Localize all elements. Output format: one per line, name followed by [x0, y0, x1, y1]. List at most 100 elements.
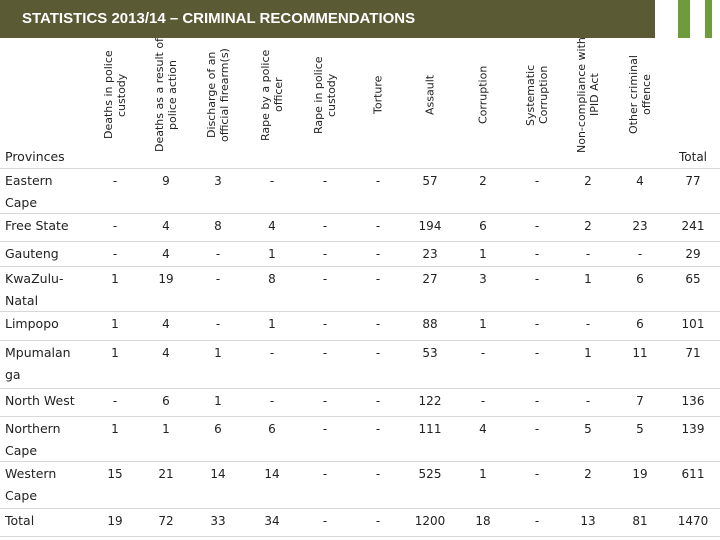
- cell: -: [322, 272, 328, 286]
- cell: -: [112, 174, 118, 188]
- cell: 1: [111, 272, 119, 286]
- cell: 1470: [677, 514, 709, 528]
- row-divider: [0, 416, 720, 417]
- cell: 101: [681, 317, 705, 331]
- cell: 21: [158, 467, 174, 481]
- cell: 72: [158, 514, 174, 528]
- cell: -: [322, 467, 328, 481]
- cell: 6: [479, 219, 487, 233]
- cell: -: [534, 467, 540, 481]
- cell: 3: [479, 272, 487, 286]
- cell: 1: [479, 317, 487, 331]
- cell: 11: [632, 346, 648, 360]
- cell: -: [269, 174, 275, 188]
- cell: 1: [479, 467, 487, 481]
- cell: 122: [418, 394, 442, 408]
- row-header: Western Cape: [5, 466, 57, 503]
- cell: 525: [418, 467, 442, 481]
- cell: 15: [107, 467, 123, 481]
- cell: 4: [162, 317, 170, 331]
- cell: 4: [268, 219, 276, 233]
- row-divider: [0, 536, 720, 537]
- cell: -: [534, 247, 540, 261]
- column-header: Provinces: [5, 149, 65, 164]
- cell: -: [322, 317, 328, 331]
- cell: -: [215, 317, 221, 331]
- cell: -: [534, 422, 540, 436]
- cell: -: [534, 272, 540, 286]
- row-divider: [0, 461, 720, 462]
- cell: 4: [636, 174, 644, 188]
- cell: -: [322, 514, 328, 528]
- row-divider: [0, 311, 720, 312]
- cell: -: [375, 467, 381, 481]
- row-divider: [0, 266, 720, 267]
- cell: -: [322, 219, 328, 233]
- cell: -: [375, 317, 381, 331]
- title: STATISTICS 2013/14 – CRIMINAL RECOMMENDA…: [22, 10, 416, 27]
- cell: 8: [214, 219, 222, 233]
- cell: 6: [636, 272, 644, 286]
- cell: -: [112, 219, 118, 233]
- column-header: Corruption: [476, 65, 490, 125]
- row-divider: [0, 508, 720, 509]
- row-header: Gauteng: [5, 246, 59, 261]
- cell: 1: [584, 346, 592, 360]
- row-header: Total: [5, 513, 35, 528]
- cell: -: [534, 394, 540, 408]
- cell: -: [375, 272, 381, 286]
- cell: -: [375, 219, 381, 233]
- cell: -: [637, 247, 643, 261]
- row-header: North West: [5, 393, 75, 408]
- cell: -: [269, 346, 275, 360]
- cell: 136: [681, 394, 705, 408]
- cell: 1: [111, 317, 119, 331]
- cell: 13: [580, 514, 596, 528]
- column-header: Torture: [371, 75, 385, 115]
- cell: -: [322, 422, 328, 436]
- row-header: Free State: [5, 218, 69, 233]
- title-bar: STATISTICS 2013/14 – CRIMINAL RECOMMENDA…: [0, 0, 655, 38]
- column-header: Assault: [423, 74, 437, 116]
- cell: -: [322, 174, 328, 188]
- cell: -: [375, 346, 381, 360]
- cell: -: [269, 394, 275, 408]
- column-header: Rape in police custody: [312, 56, 338, 134]
- cell: 1: [162, 422, 170, 436]
- cell: -: [480, 394, 486, 408]
- cell: 2: [479, 174, 487, 188]
- cell: 611: [681, 467, 705, 481]
- cell: 29: [685, 247, 701, 261]
- stripe: [705, 0, 712, 38]
- row-header: Limpopo: [5, 316, 59, 331]
- cell: -: [112, 247, 118, 261]
- cell: -: [375, 514, 381, 528]
- cell: -: [375, 174, 381, 188]
- column-header: Rape by a police officer: [259, 49, 285, 141]
- cell: -: [215, 247, 221, 261]
- cell: -: [322, 247, 328, 261]
- cell: -: [112, 394, 118, 408]
- row-header: Mpumalanga: [5, 345, 71, 382]
- cell: 2: [584, 174, 592, 188]
- cell: 1: [268, 317, 276, 331]
- cell: 53: [422, 346, 438, 360]
- cell: 19: [632, 467, 648, 481]
- cell: 5: [584, 422, 592, 436]
- cell: 1200: [414, 514, 446, 528]
- cell: 19: [107, 514, 123, 528]
- cell: 23: [422, 247, 438, 261]
- cell: 71: [685, 346, 701, 360]
- cell: 14: [210, 467, 226, 481]
- cell: 4: [162, 346, 170, 360]
- cell: 81: [632, 514, 648, 528]
- cell: -: [534, 219, 540, 233]
- cell: 18: [475, 514, 491, 528]
- row-header: Eastern Cape: [5, 173, 53, 210]
- column-header: Deaths in police custody: [102, 50, 128, 140]
- cell: 111: [418, 422, 442, 436]
- row-header: KwaZulu-Natal: [5, 271, 64, 308]
- cell: 6: [162, 394, 170, 408]
- stripe: [678, 0, 690, 38]
